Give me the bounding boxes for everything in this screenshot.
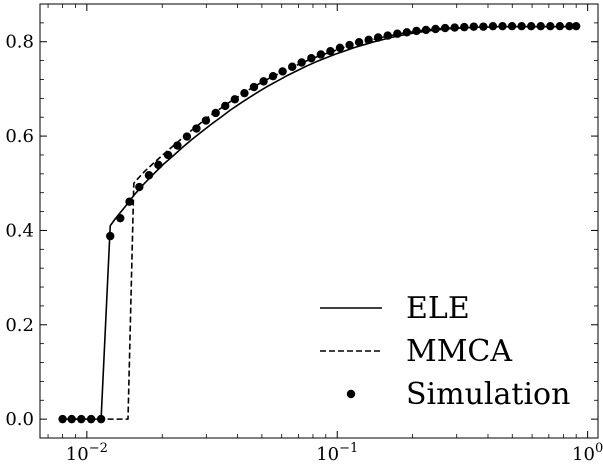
y-tick-label: 0.2 [5,315,34,336]
simulation-point [469,22,479,31]
axes-frame [39,3,599,439]
simulation-point [335,43,345,53]
x-tick-label: 10−2 [66,441,108,465]
x-tick-label-base: 10 [572,444,595,465]
simulation-point [345,40,354,50]
x-tick-label: 10−1 [316,441,358,465]
simulation-point [116,213,125,223]
simulation-point [249,82,259,92]
simulation-point [211,108,220,118]
simulation-point [488,21,498,31]
simulation-point [154,160,163,170]
simulation-point [479,22,488,31]
mmca-line [62,25,577,420]
simulation-point [546,21,555,31]
legend-label-simulation: Simulation [406,377,570,412]
y-tick-labels: 0.0 0.2 0.4 0.6 0.8 [5,32,34,430]
simulation-point [144,171,154,180]
simulation-point [383,31,392,40]
simulation-point [230,95,240,104]
simulation-point [221,101,230,111]
simulation-point [307,54,316,63]
simulation-point [498,21,507,31]
simulation-point [173,141,182,150]
legend-label-mmca: MMCA [406,334,512,369]
x-tick-label-exponent: −2 [89,441,108,456]
y-tick-label: 0.8 [5,32,34,53]
simulation-point [278,67,287,76]
simulation-point [268,71,278,81]
x-tick-labels: 10−2 10−1 100 [66,441,603,465]
simulation-point [163,150,173,160]
simulation-point [192,124,201,133]
simulation-point [96,414,106,424]
x-tick-label-base: 10 [316,444,339,465]
simulation-point [316,50,326,59]
simulation-point [259,77,268,86]
legend: ELE MMCA Simulation [320,291,570,412]
simulation-point [526,21,536,31]
y-tick-label: 0.6 [5,126,34,147]
simulation-point [354,38,364,47]
simulation-point [373,33,383,42]
simulation-point [297,58,306,67]
y-tick-label: 0.4 [5,220,34,241]
simulation-point [536,21,545,31]
simulation-point [106,231,115,241]
simulation-point [555,21,565,31]
simulation-point [421,25,431,35]
legend-marker-simulation [346,389,356,399]
simulation-point [450,23,459,32]
simulation-point [440,23,450,33]
simulation-point [201,116,211,125]
simulation-point [182,132,192,141]
major-ticks [40,4,598,438]
simulation-point [571,21,581,31]
simulation-point [517,21,526,31]
series-layer [58,21,581,424]
simulation-point [507,21,517,31]
x-tick-label-exponent: −1 [339,441,358,456]
simulation-point [67,414,76,424]
simulation-point [431,24,440,34]
simulation-point [393,29,402,38]
simulation-point [412,26,421,36]
simulation-point [135,182,144,192]
legend-label-ele: ELE [406,291,470,326]
simulation-point [240,88,249,98]
simulation-point [86,414,96,424]
y-tick-label: 0.0 [5,409,34,430]
simulation-point [460,22,469,32]
simulation-point [565,21,574,31]
simulation-point [288,62,297,71]
simulation-point [58,414,67,424]
simulation-point [77,414,86,424]
minor-ticks [40,4,598,439]
x-tick-label-base: 10 [66,444,89,465]
x-tick-label: 100 [572,441,603,465]
simulation-point [326,46,335,56]
simulation-point [364,35,373,45]
simulation-point [402,28,412,37]
x-tick-label-exponent: 0 [595,441,603,456]
simulation-point [125,197,134,206]
